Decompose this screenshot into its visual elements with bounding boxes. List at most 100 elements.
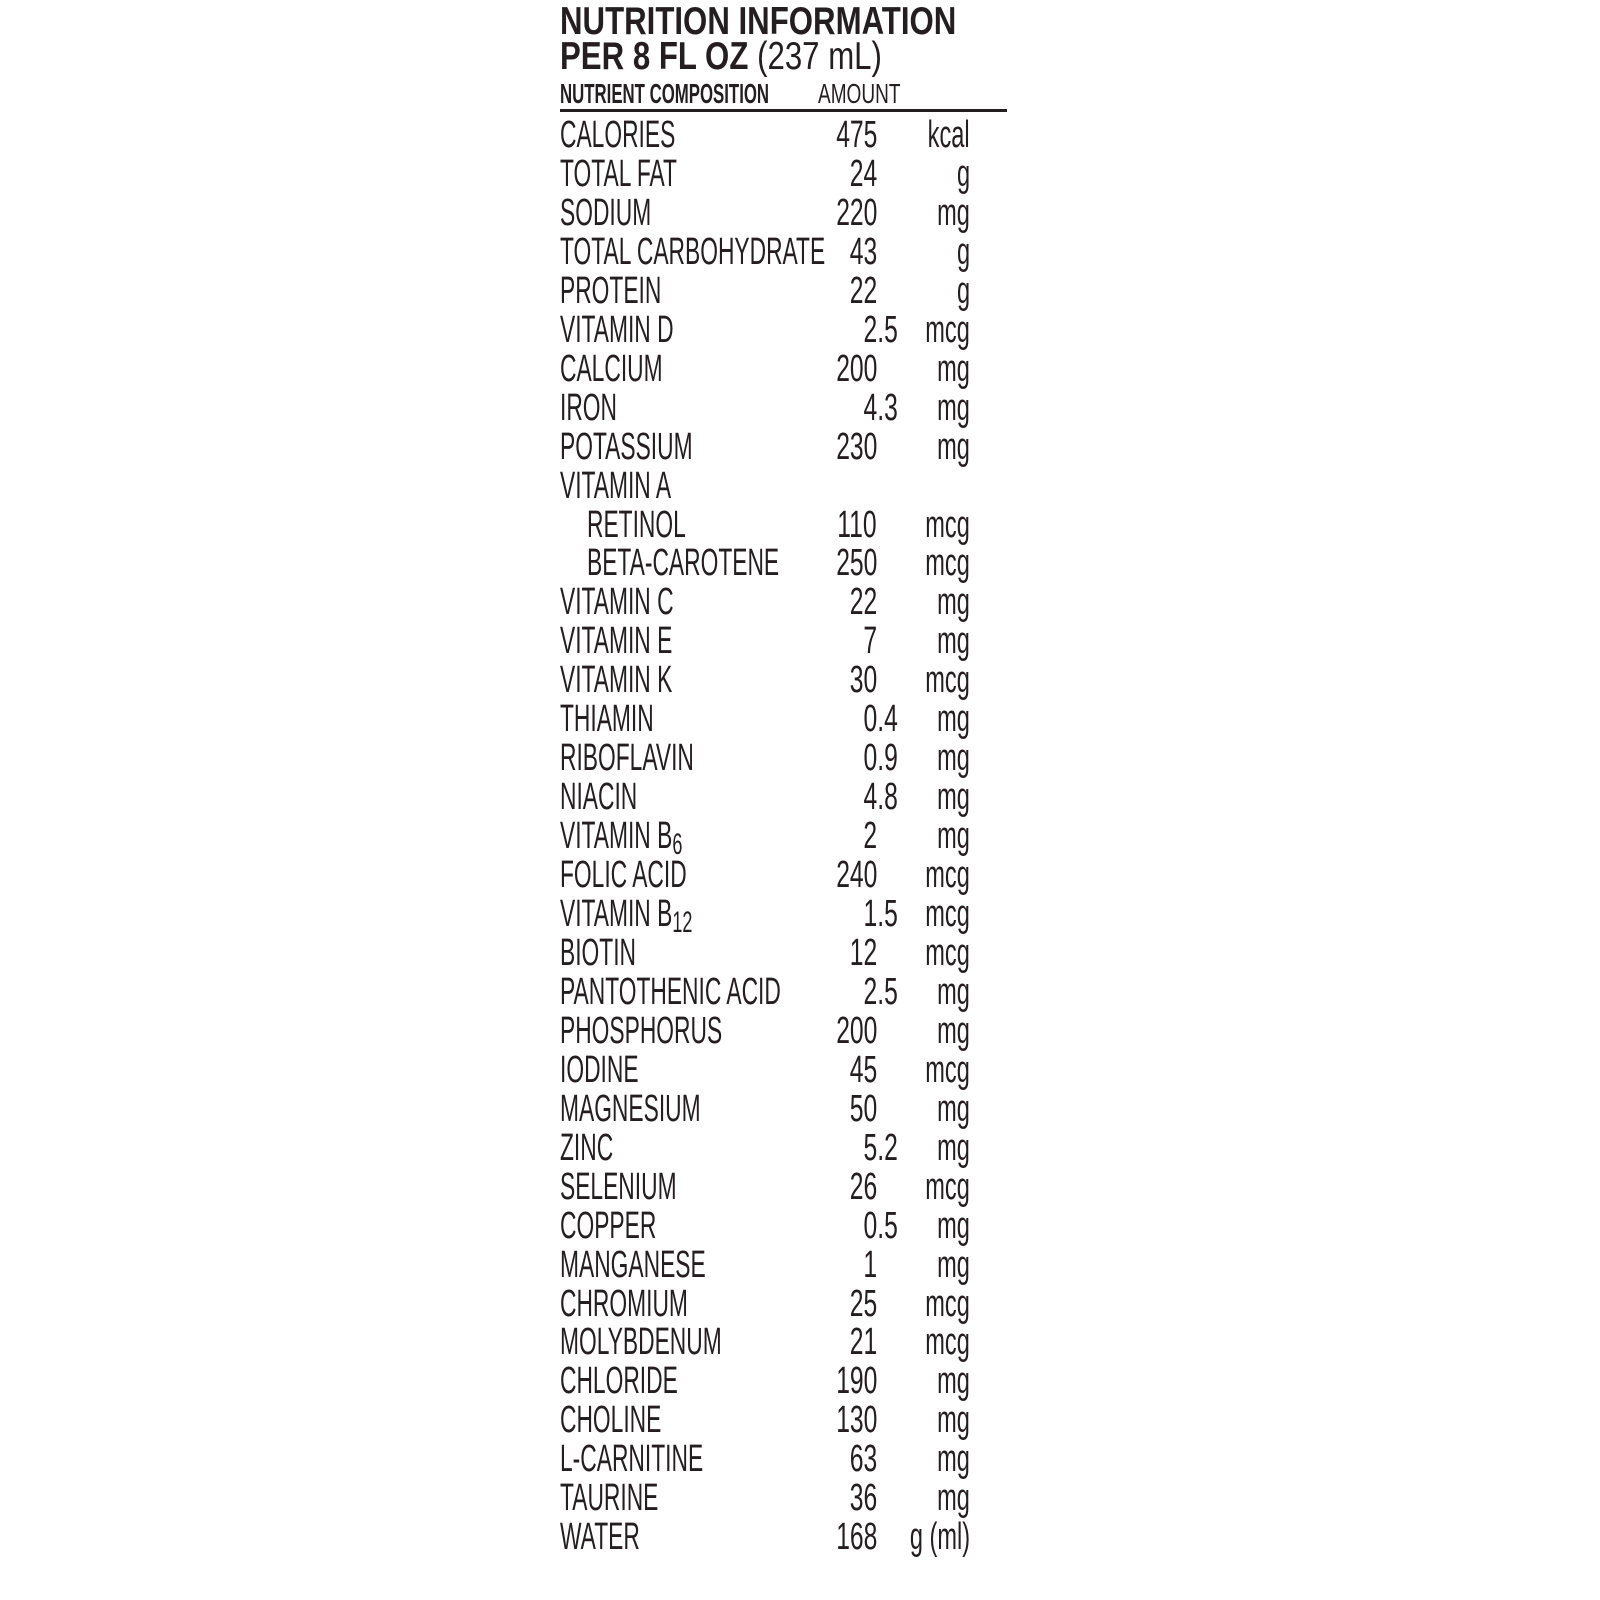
nutrient-amount: 240 [835, 854, 877, 897]
nutrient-unit: mg [937, 737, 970, 780]
nutrient-unit: mg [937, 1360, 970, 1403]
nutrient-amount: 0.9 [863, 737, 898, 780]
nutrient-unit: kcal [928, 114, 970, 156]
nutrient-unit: mg [937, 1087, 970, 1130]
nutrient-amount: 5.2 [863, 1126, 898, 1169]
nutrient-unit: mg [937, 386, 970, 429]
nutrient-name-text: ZINC [560, 1126, 614, 1169]
nutrient-name: CALCIUM [560, 349, 731, 389]
nutrient-row: MAGNESIUM 50 mg [0, 1087, 1600, 1130]
nutrient-row: MOLYBDENUM 21 mcg [0, 1323, 1600, 1362]
nutrient-amount: 230 [835, 425, 877, 468]
nutrient-row: THIAMIN 0.4 mg [0, 700, 1600, 739]
nutrient-name-text: COPPER [560, 1204, 657, 1247]
nutrient-row: PHOSPHORUS 200 mg [0, 1011, 1600, 1051]
nutrient-name-text: TAURINE [560, 1477, 659, 1520]
nutrient-row: VITAMIN E 7 mg [0, 622, 1600, 661]
nutrient-amount: 2.5 [863, 970, 898, 1013]
nutrient-amount: 50 [849, 1087, 877, 1130]
nutrient-row: NIACIN 4.8 mg [0, 778, 1600, 817]
nutrient-unit: mg [937, 776, 970, 819]
nutrient-name-text: PROTEIN [560, 269, 662, 312]
nutrient-row: CALORIES 475 kcal [0, 116, 1600, 155]
nutrient-row: POTASSIUM 230 mg [0, 425, 1600, 468]
nutrient-name: RETINOL [587, 505, 752, 545]
nutrient-row: PROTEIN 22 g [0, 269, 1600, 312]
nutrient-name: PANTOTHENIC ACID [560, 970, 928, 1013]
nutrient-unit: mg [937, 698, 970, 741]
nutrient-unit: mcg [925, 503, 970, 546]
nutrient-amount: 63 [849, 1438, 877, 1481]
nutrient-row: IODINE 45 mcg [0, 1050, 1600, 1090]
nutrient-name-text: CHLORIDE [560, 1360, 678, 1403]
serving-size: PER 8 FL OZ (237 mL) [560, 35, 962, 79]
nutrient-row: VITAMIN D 2.5 mcg [0, 308, 1600, 351]
nutrient-name: THIAMIN [560, 700, 716, 739]
nutrient-name-text: CHOLINE [560, 1399, 662, 1442]
nutrient-unit: mcg [925, 1321, 970, 1364]
nutrient-name: SODIUM [560, 193, 712, 233]
nutrient-name: BETA-CAROTENE [587, 544, 907, 583]
nutrient-name-text: CHROMIUM [560, 1282, 688, 1325]
nutrient-name-text: VITAMIN K [560, 659, 673, 702]
nutrient-name-text: WATER [560, 1516, 640, 1559]
nutrient-name: VITAMIN A [560, 466, 745, 506]
nutrient-unit: mg [937, 347, 970, 390]
nutrient-unit: mcg [925, 1165, 970, 1208]
nutrient-unit: mg [937, 1399, 970, 1442]
nutrient-name-text: L-CARNITINE [560, 1438, 704, 1481]
nutrient-unit: mg [937, 191, 970, 234]
serving-size-volume: (237 mL) [757, 35, 882, 78]
nutrient-amount: 22 [849, 581, 877, 624]
nutrient-amount: 2.5 [863, 308, 898, 351]
nutrient-name: MANGANESE [560, 1243, 803, 1286]
column-headers: NUTRIENT COMPOSITION AMOUNT [560, 78, 1160, 110]
nutrient-row: VITAMIN A [0, 466, 1600, 506]
nutrient-row: ZINC 5.2 mg [0, 1126, 1600, 1169]
nutrient-name: CALORIES [560, 116, 752, 155]
nutrient-name: BIOTIN [560, 931, 687, 974]
nutrient-row: IRON 4.3 mg [0, 386, 1600, 429]
nutrient-name: VITAMIN B12 [560, 893, 781, 938]
nutrient-name-text: VITAMIN E [560, 620, 673, 663]
nutrient-unit: mcg [925, 542, 970, 585]
nutrient-name-text: VITAMIN B [560, 893, 673, 935]
nutrient-amount: 4.8 [863, 776, 898, 819]
serving-size-bold: PER 8 FL OZ [560, 35, 749, 78]
nutrient-row: PANTOTHENIC ACID 2.5 mg [0, 970, 1600, 1013]
nutrient-row: VITAMIN K 30 mcg [0, 661, 1600, 700]
nutrient-unit: mcg [925, 854, 970, 897]
nutrient-row: RETINOL 110 mcg [0, 503, 1600, 546]
nutrient-name: L-CARNITINE [560, 1440, 799, 1479]
nutrient-row: SELENIUM 26 mcg [0, 1165, 1600, 1208]
column-header-amount: AMOUNT [818, 78, 901, 109]
nutrient-name-subscript: 6 [672, 828, 683, 862]
nutrient-name-text: POTASSIUM [560, 425, 693, 468]
nutrient-amount: 1 [863, 1243, 877, 1286]
nutrient-row: TAURINE 36 mg [0, 1479, 1600, 1518]
nutrient-name: POTASSIUM [560, 425, 781, 468]
nutrient-name: VITAMIN C [560, 583, 749, 622]
nutrient-name: TOTAL CARBOHYDRATE [560, 232, 1002, 272]
nutrient-name-text: THIAMIN [560, 698, 654, 741]
nutrient-name-text: PANTOTHENIC ACID [560, 970, 781, 1013]
nutrient-unit: g (ml) [909, 1516, 970, 1559]
nutrient-row: L-CARNITINE 63 mg [0, 1440, 1600, 1479]
nutrient-name-text: BIOTIN [560, 931, 637, 974]
nutrient-amount: 25 [849, 1282, 877, 1325]
nutrient-name-subscript: 12 [672, 906, 693, 939]
nutrient-unit: mcg [925, 1282, 970, 1325]
label-title: NUTRITION INFORMATION [560, 0, 1055, 44]
nutrient-name-text: MANGANESE [560, 1243, 706, 1286]
nutrient-row: VITAMIN C 22 mg [0, 583, 1600, 622]
nutrient-unit: mcg [925, 931, 970, 974]
nutrient-amount: 200 [835, 347, 877, 390]
nutrient-row: WATER 168 g (ml) [0, 1518, 1600, 1557]
nutrient-name: FOLIC ACID [560, 856, 771, 895]
nutrient-row: BETA-CAROTENE 250 mcg [0, 544, 1600, 583]
nutrient-name: ZINC [560, 1126, 649, 1169]
nutrient-amount: 1.5 [863, 893, 898, 935]
nutrient-row: RIBOFLAVIN 0.9 mg [0, 739, 1600, 778]
nutrient-amount: 168 [835, 1516, 877, 1559]
nutrient-name: CHROMIUM [560, 1282, 773, 1325]
